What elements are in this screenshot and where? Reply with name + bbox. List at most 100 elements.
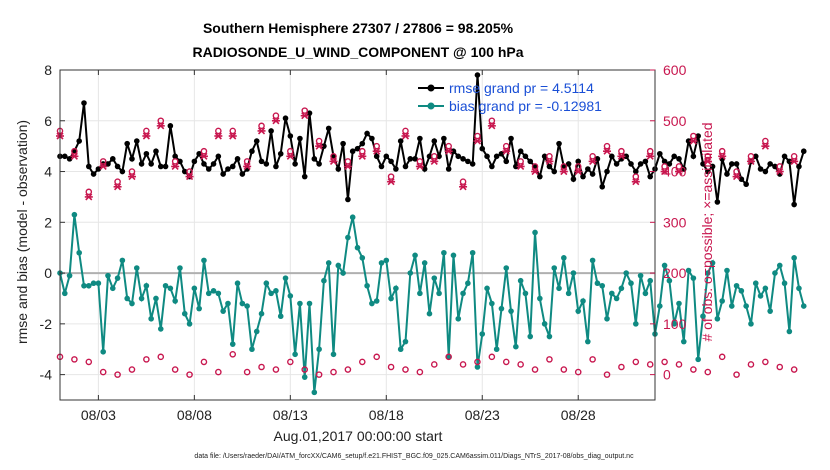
obs-possible-marker <box>517 158 524 165</box>
series-0-point <box>700 161 706 167</box>
y-tick-label-right: 0 <box>663 367 671 383</box>
obs-assimilated-marker <box>329 157 338 165</box>
series-0-point <box>455 153 462 160</box>
series-1-point <box>450 252 457 259</box>
series-1-point <box>503 265 510 271</box>
series-0-point <box>129 156 135 162</box>
y-axis-label-right: # of obs: o=possible; ×=assimilated <box>699 122 715 341</box>
series-0-point <box>316 161 322 167</box>
obs-assimilated-marker <box>502 147 511 155</box>
obs-possible-marker <box>445 142 452 150</box>
obs-possible-marker <box>215 127 222 135</box>
y-tick-label-left: -4 <box>40 367 53 383</box>
x-tick-label: 08/03 <box>81 407 116 423</box>
series-0-point <box>196 150 202 157</box>
series-0-point <box>609 153 615 160</box>
obs-possible-marker <box>502 142 510 150</box>
obs-possible-marker <box>215 368 222 376</box>
series-1-point <box>133 265 140 271</box>
series-0-point <box>229 163 236 170</box>
obs-possible-marker <box>618 147 625 155</box>
obs-possible-marker <box>171 366 179 373</box>
obs-assimilated-marker <box>732 173 741 181</box>
obs-possible-marker <box>474 358 481 366</box>
series-0-point <box>143 150 150 157</box>
series-1-point <box>546 333 553 340</box>
series-1-point <box>690 275 697 281</box>
series-0-point <box>628 161 634 167</box>
series-1-point <box>301 374 308 380</box>
obs-possible-marker <box>574 368 582 376</box>
y-tick-label-right: 400 <box>663 164 687 180</box>
series-1-point <box>781 280 788 287</box>
series-1-point <box>570 270 577 276</box>
obs-assimilated-marker <box>545 157 554 165</box>
obs-possible-marker <box>157 353 165 361</box>
series-0-point <box>81 100 87 106</box>
series-1-point <box>268 290 274 297</box>
series-1-point <box>551 265 558 271</box>
series-0-point <box>738 176 745 182</box>
series-1-point <box>728 303 735 309</box>
series-1-point <box>388 295 394 302</box>
series-1-point <box>114 275 121 281</box>
series-1-point <box>311 389 318 396</box>
obs-possible-marker <box>718 353 726 361</box>
series-1-point <box>157 326 164 332</box>
series-1-point <box>762 285 769 292</box>
series-1-point <box>129 300 135 307</box>
series-0-point <box>205 166 212 172</box>
obs-assimilated-marker <box>703 157 712 165</box>
y-tick-label-right: 500 <box>663 113 687 129</box>
obs-possible-marker <box>632 358 640 366</box>
series-1-point <box>234 280 241 287</box>
series-1-point <box>455 315 462 322</box>
obs-assimilated-marker <box>185 173 194 181</box>
series-1-point <box>738 288 745 294</box>
obs-possible-marker <box>243 368 251 376</box>
obs-possible-marker <box>430 153 438 160</box>
obs-possible-marker <box>287 358 294 366</box>
series-0-point <box>340 140 346 147</box>
obs-possible-marker <box>704 368 712 376</box>
series-0-point <box>287 133 294 139</box>
series-1-point <box>522 290 529 297</box>
series-0-point <box>565 161 572 167</box>
series-1-point <box>484 285 490 292</box>
obs-possible-marker <box>99 368 107 376</box>
series-1-point <box>556 285 562 292</box>
series-0-point <box>321 143 327 149</box>
series-1-point <box>95 280 102 287</box>
series-0-point <box>177 158 183 165</box>
obs-possible-marker <box>85 358 93 366</box>
series-0-point <box>417 135 423 142</box>
series-0-point <box>541 153 548 160</box>
series-1-point <box>282 275 289 281</box>
obs-assimilated-marker <box>588 157 597 165</box>
plot-background <box>60 69 655 400</box>
series-1-point <box>508 308 514 314</box>
series-0-point <box>441 135 447 142</box>
series-1-point <box>421 260 428 266</box>
obs-possible-marker <box>762 358 769 366</box>
series-0-point <box>249 148 255 155</box>
series-0-point <box>532 163 538 170</box>
obs-possible-marker <box>531 163 539 170</box>
series-1-point <box>609 290 615 297</box>
series-0-point <box>378 163 385 170</box>
obs-assimilated-marker <box>415 162 424 171</box>
obs-possible-marker <box>186 168 193 175</box>
obs-possible-marker <box>589 356 596 363</box>
series-1-point <box>661 262 668 269</box>
series-1-point <box>493 346 500 353</box>
series-0-point <box>800 148 807 155</box>
series-0-point <box>445 166 452 172</box>
series-1-point <box>316 346 322 353</box>
obs-assimilated-marker <box>372 147 381 155</box>
series-0-point <box>124 140 130 147</box>
series-0-point <box>354 145 361 152</box>
series-1-point <box>412 252 418 259</box>
series-1-point <box>786 328 793 335</box>
series-0-point <box>613 161 620 167</box>
